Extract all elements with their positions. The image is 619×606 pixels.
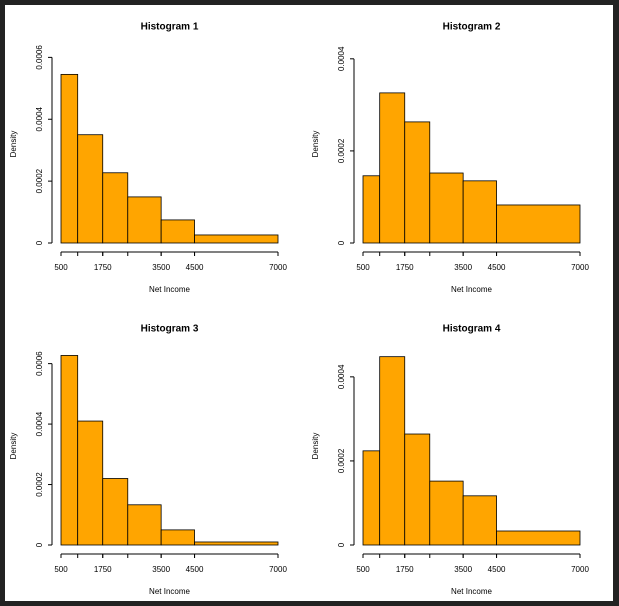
bar [77, 420, 104, 546]
chart-title: Histogram 2 [443, 22, 501, 33]
x-tick-label: 7000 [571, 565, 589, 574]
bar [102, 172, 129, 244]
x-tick-label: 1750 [94, 263, 112, 272]
y-axis-label: Density [9, 433, 18, 460]
bar [60, 73, 79, 244]
bar [379, 92, 406, 244]
chart-title: Histogram 3 [141, 324, 199, 335]
bar [379, 356, 406, 546]
x-tick-label: 1750 [396, 263, 414, 272]
y-tick-label: 0.0006 [35, 351, 44, 376]
bar [127, 196, 162, 244]
bar [496, 530, 581, 546]
bar [60, 355, 79, 546]
x-tick-label: 3500 [454, 263, 472, 272]
bar [102, 478, 129, 546]
x-tick-label: 500 [54, 565, 68, 574]
bar [462, 180, 497, 244]
x-tick-label: 7000 [269, 263, 287, 272]
x-axis-label: Net Income [149, 587, 190, 596]
y-tick-label: 0.0002 [337, 448, 346, 473]
x-tick-label: 1750 [396, 565, 414, 574]
bar [194, 541, 279, 546]
y-tick-label: 0 [337, 542, 346, 547]
bar [462, 495, 497, 546]
x-axis-label: Net Income [451, 587, 492, 596]
y-tick-label: 0 [35, 542, 44, 547]
bar [362, 450, 381, 546]
x-tick-label: 4500 [186, 565, 204, 574]
bar [404, 433, 431, 546]
bar [429, 480, 464, 546]
y-tick-label: 0 [337, 240, 346, 245]
y-tick-label: 0.0004 [35, 106, 44, 131]
chart-title: Histogram 1 [141, 22, 199, 33]
y-tick-label: 0.0006 [35, 45, 44, 70]
y-axis-label: Density [9, 131, 18, 158]
y-tick-label: 0.0002 [35, 472, 44, 497]
x-tick-label: 500 [356, 263, 370, 272]
x-axis-label: Net Income [149, 285, 190, 294]
y-tick-label: 0.0002 [337, 138, 346, 163]
x-tick-label: 3500 [152, 565, 170, 574]
y-tick-label: 0.0002 [35, 168, 44, 193]
x-tick-label: 500 [356, 565, 370, 574]
bar [160, 219, 195, 244]
bar [429, 172, 464, 244]
x-tick-label: 4500 [488, 263, 506, 272]
bar [496, 204, 581, 244]
bar [160, 529, 195, 546]
x-tick-label: 7000 [571, 263, 589, 272]
y-tick-label: 0.0004 [337, 46, 346, 71]
y-tick-label: 0.0004 [35, 411, 44, 436]
x-tick-label: 3500 [152, 263, 170, 272]
x-tick-label: 500 [54, 263, 68, 272]
x-tick-label: 7000 [269, 565, 287, 574]
y-axis-label: Density [311, 433, 320, 460]
y-tick-label: 0.0004 [337, 364, 346, 389]
y-axis-label: Density [311, 131, 320, 158]
x-tick-label: 4500 [186, 263, 204, 272]
bar [127, 504, 162, 546]
y-tick-label: 0 [35, 240, 44, 245]
bar [362, 175, 381, 244]
bar [77, 134, 104, 244]
bar [404, 121, 431, 244]
x-tick-label: 4500 [488, 565, 506, 574]
x-tick-label: 3500 [454, 565, 472, 574]
chart-title: Histogram 4 [443, 324, 501, 335]
x-axis-label: Net Income [451, 285, 492, 294]
bar [194, 234, 279, 244]
x-tick-label: 1750 [94, 565, 112, 574]
